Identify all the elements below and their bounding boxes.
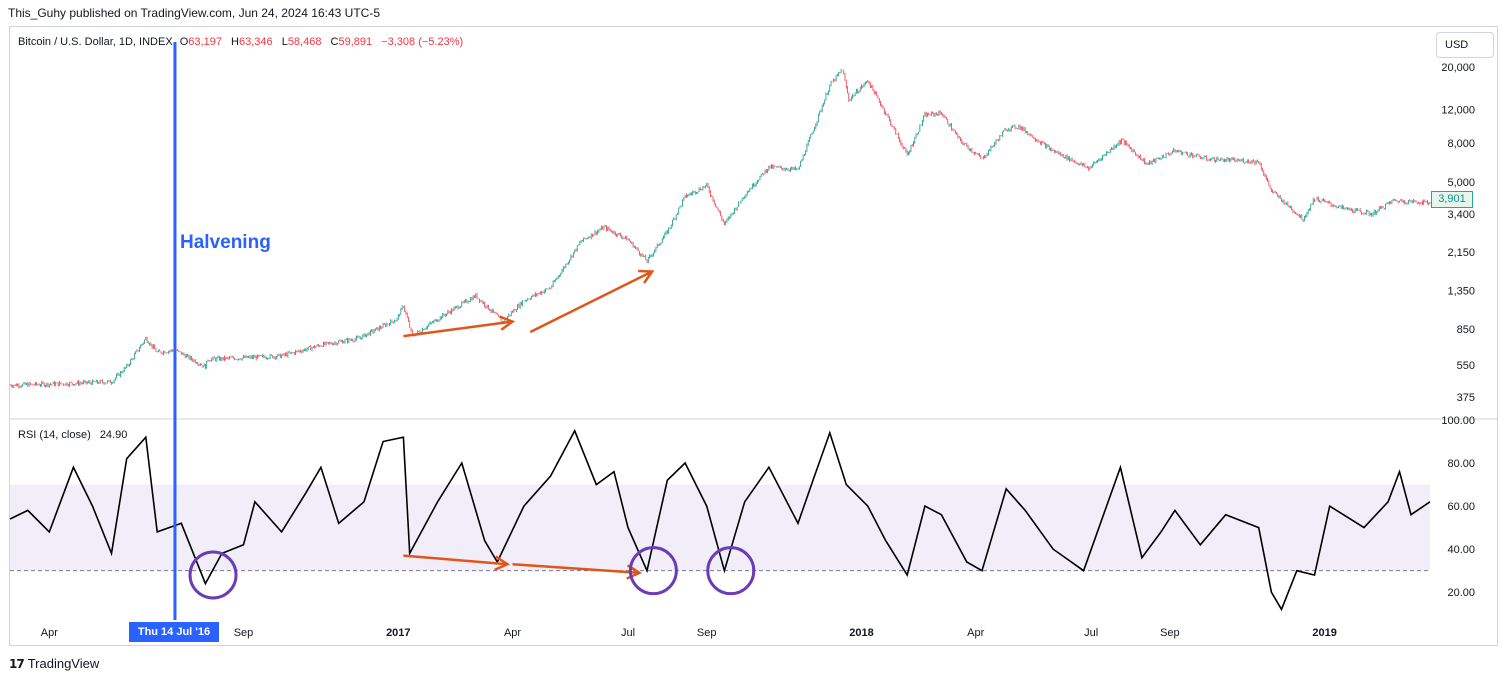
high-label: H: [231, 36, 239, 48]
rsi-axis-tick-label: 60.00: [1447, 501, 1475, 513]
price-axis-tick-label: 375: [1457, 392, 1475, 404]
rsi-axis-tick-label: 20.00: [1447, 587, 1475, 599]
close-value: 59,891: [338, 36, 373, 48]
time-axis-tick-label: 2019: [1312, 627, 1336, 639]
rsi-arrow-2: [512, 562, 640, 575]
rsi-legend-value: 24.90: [99, 429, 128, 441]
high-value: 63,346: [238, 36, 273, 48]
price-arrow-2-head: [638, 269, 655, 284]
rsi-legend-name: RSI (14, close): [18, 429, 91, 441]
open-label: O: [179, 36, 189, 48]
rsi-divergence-circle: [706, 546, 756, 596]
change-value: −3,308 (−5.23%): [381, 36, 464, 48]
price-arrow-1: [403, 320, 513, 338]
rsi-background-band: [10, 484, 1430, 571]
price-axis-tick-label: 8,000: [1447, 138, 1475, 150]
symbol-name: Bitcoin / U.S. Dollar, 1D, INDEX: [18, 36, 173, 48]
chart-frame[interactable]: [9, 26, 1498, 646]
close-label: C: [330, 36, 339, 48]
time-axis-tick-label: Sep: [1160, 627, 1180, 639]
crosshair-date-label: Thu 14 Jul '16: [129, 622, 219, 642]
time-axis-tick-label: Jul: [621, 627, 635, 639]
price-axis-tick-label: 3,400: [1447, 209, 1475, 221]
price-arrow-2: [529, 270, 653, 334]
time-axis-tick-label: Apr: [41, 627, 58, 639]
price-axis-tick-label: 2,150: [1447, 247, 1475, 259]
time-axis-tick-label: Sep: [697, 627, 717, 639]
low-value: 58,468: [287, 36, 322, 48]
time-axis-tick-label: Jul: [1084, 627, 1098, 639]
currency-button[interactable]: USD: [1436, 32, 1494, 58]
symbol-legend: Bitcoin / U.S. Dollar, 1D, INDEX O63,197…: [18, 36, 469, 48]
open-value: 63,197: [188, 36, 222, 48]
time-axis-tick-label: Apr: [504, 627, 521, 639]
price-axis-tick-label: 20,000: [1441, 62, 1475, 74]
rsi-line: [9, 428, 1431, 612]
rsi-axis-tick-label: 80.00: [1447, 458, 1475, 470]
rsi-arrow-1-head: [494, 555, 511, 572]
time-axis-tick-label: Apr: [967, 627, 984, 639]
rsi-divergence-circle: [188, 550, 238, 600]
low-label: L: [281, 36, 288, 48]
halvening-annotation: Halvening: [180, 232, 271, 253]
rsi-arrow-1: [403, 554, 508, 566]
price-axis-tick-label: 12,000: [1441, 104, 1475, 116]
price-axis-tick-label: 550: [1457, 360, 1475, 372]
tradingview-logo-icon: 𝟭𝟳: [9, 656, 25, 671]
tradingview-logo-text: TradingView: [27, 656, 100, 671]
price-axis-tick-label: 5,000: [1447, 177, 1475, 189]
rsi-divergence-circle: [628, 546, 678, 596]
time-axis-tick-label: Sep: [234, 627, 254, 639]
rsi-axis-tick-label: 40.00: [1447, 544, 1475, 556]
tradingview-logo[interactable]: 𝟭𝟳 TradingView: [9, 656, 99, 671]
price-axis-tick-label: 1,350: [1447, 286, 1475, 298]
price-axis-tick-label: 850: [1457, 324, 1475, 336]
rsi-axis-tick-label: 100.00: [1441, 415, 1475, 427]
rsi-legend: RSI (14, close) 24.90: [18, 429, 127, 441]
time-axis-tick-label: 2017: [386, 627, 410, 639]
price-arrow-1-head: [499, 315, 516, 331]
last-price-tag: 3,901: [1431, 191, 1473, 208]
time-axis-tick-label: 2018: [849, 627, 873, 639]
attribution-text: This_Guhy published on TradingView.com, …: [8, 6, 380, 20]
